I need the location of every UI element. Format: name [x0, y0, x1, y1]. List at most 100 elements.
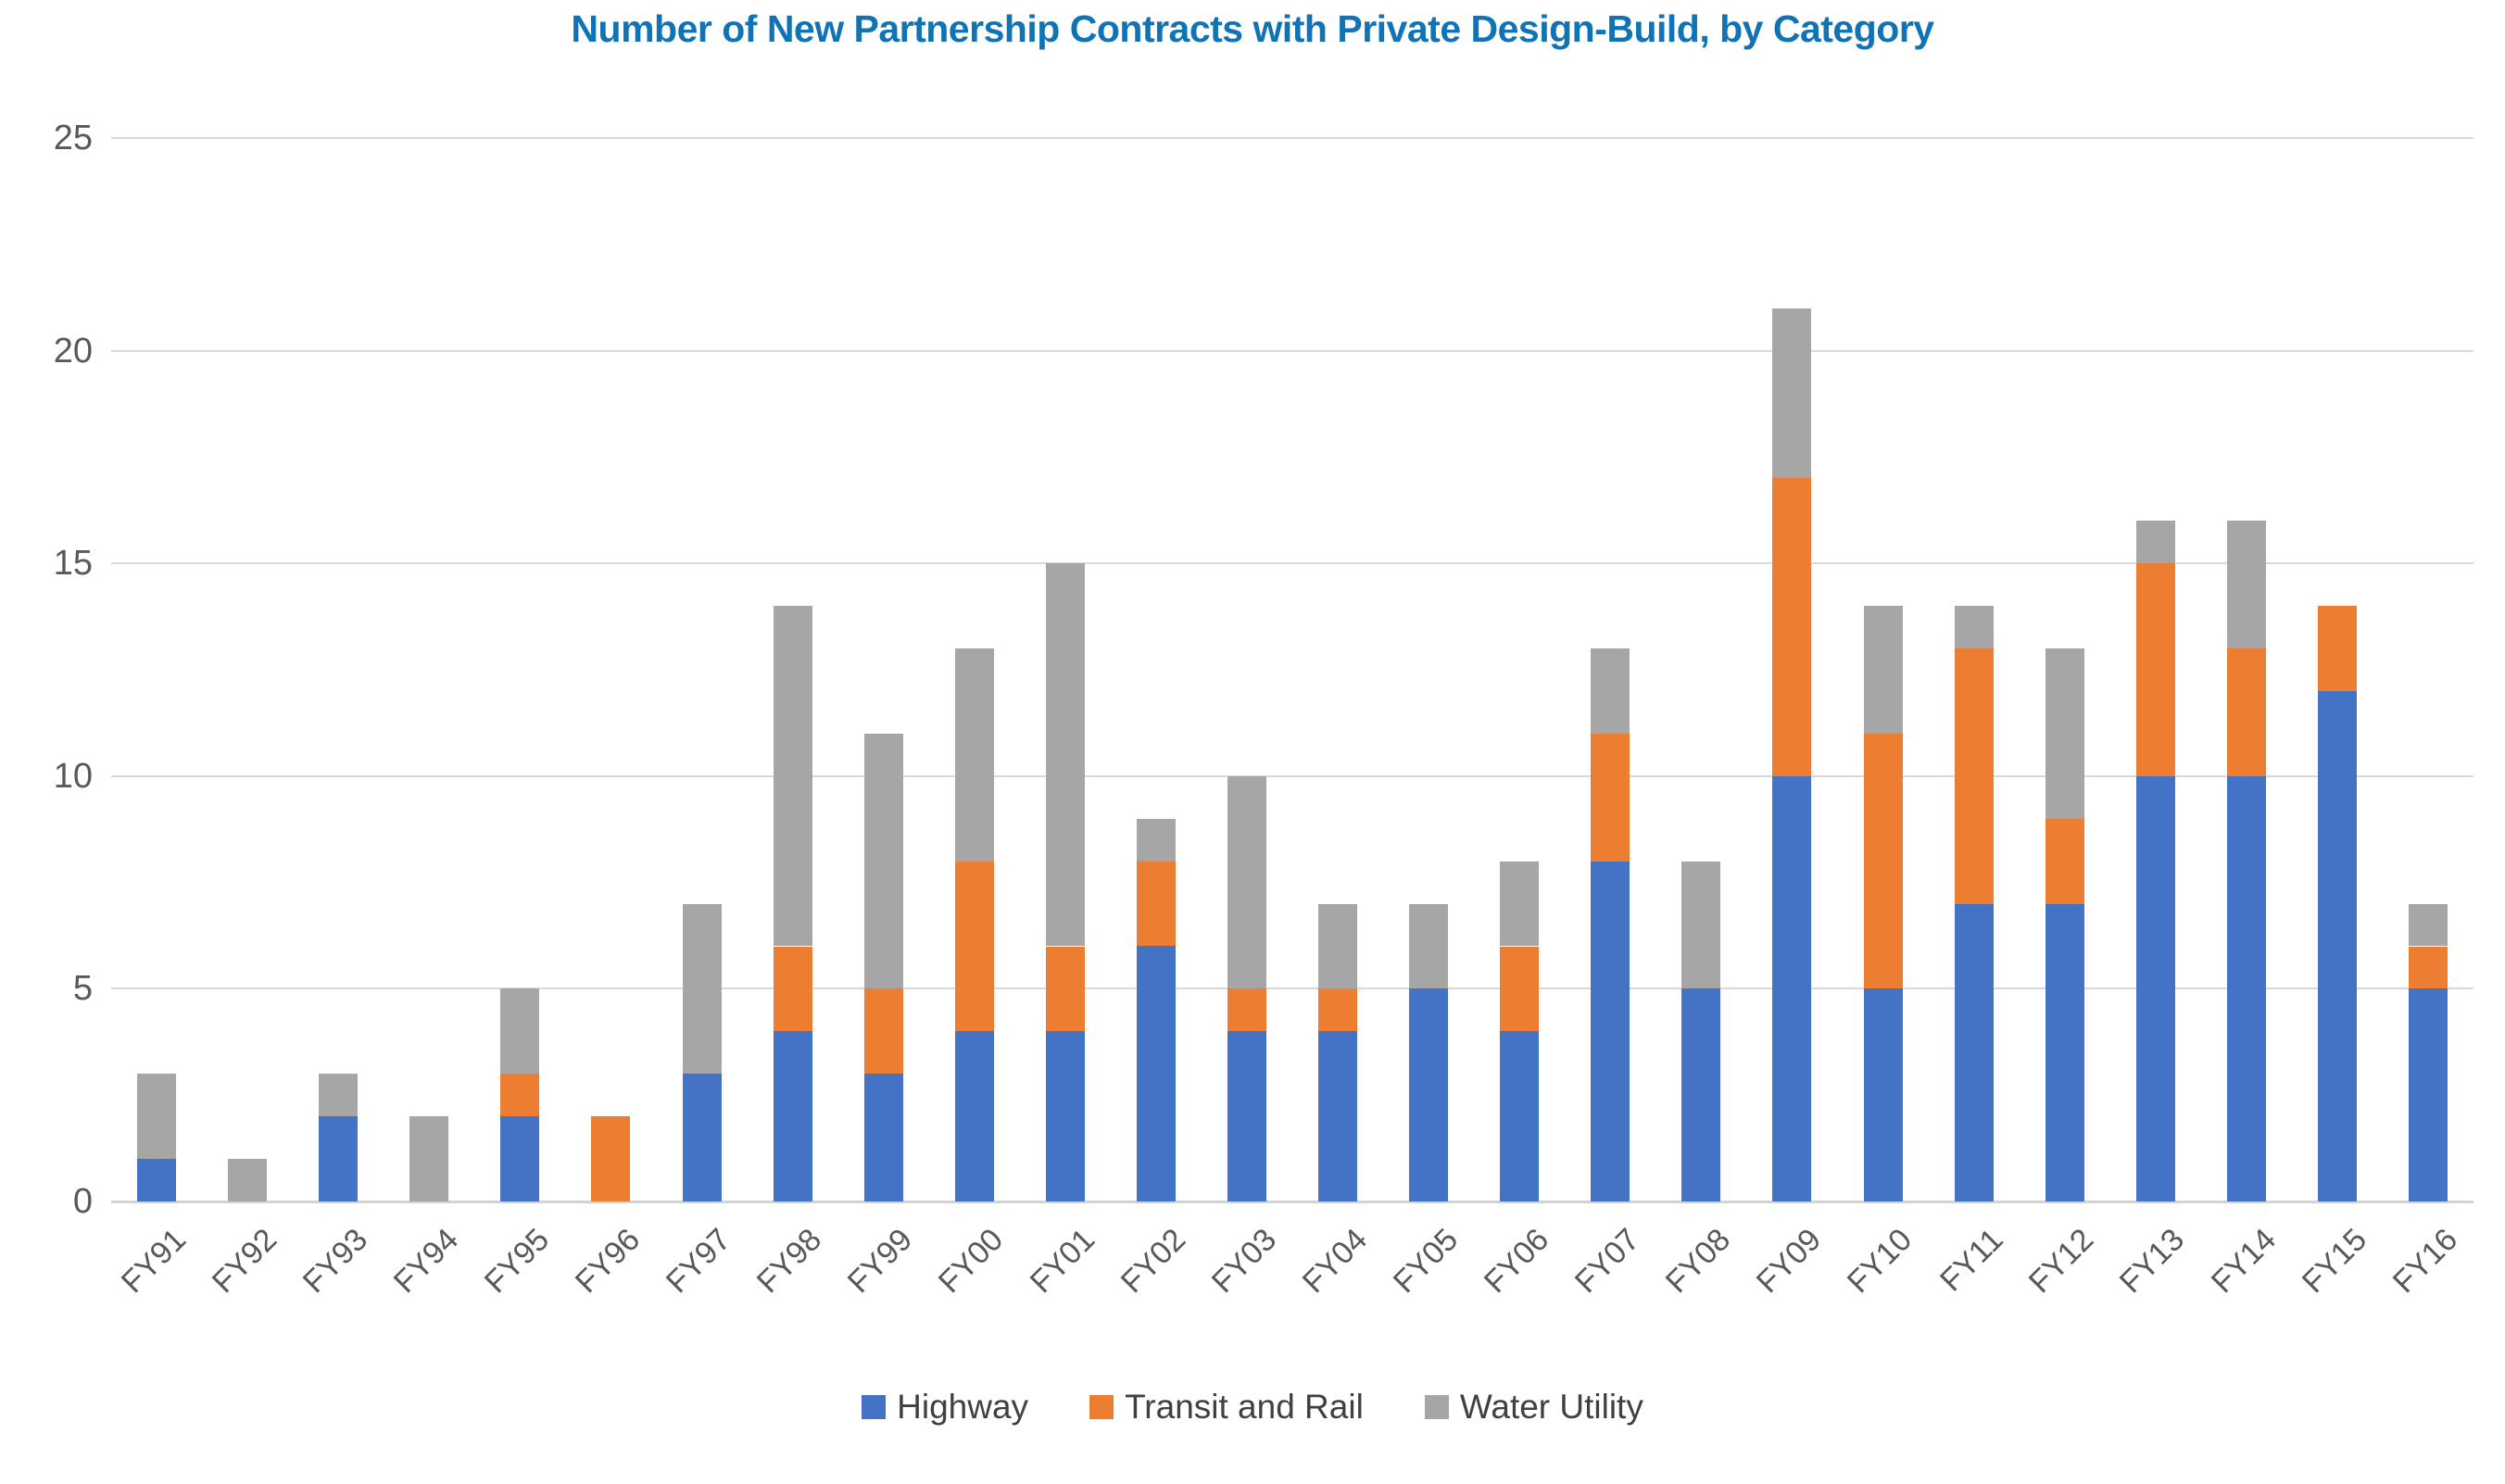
bar-stack-fy12	[2045, 648, 2084, 1201]
legend-swatch-icon	[1089, 1395, 1114, 1419]
legend-swatch-icon	[862, 1395, 887, 1419]
x-axis-tick-label-fy08: FY08	[1658, 1222, 1738, 1301]
bar-stack-fy09	[1772, 308, 1812, 1201]
bar-segment-fy10-highway	[1863, 988, 1903, 1201]
chart-title: Number of New Partnership Contracts with…	[571, 7, 1934, 50]
bar-segment-fy93-water-utility	[319, 1074, 359, 1117]
bar-segment-fy13-transit-and-rail	[2135, 563, 2175, 776]
y-axis-tick-label: 15	[53, 544, 93, 584]
bar-segment-fy10-transit-and-rail	[1863, 733, 1903, 989]
bar-segment-fy09-transit-and-rail	[1772, 478, 1812, 776]
x-axis-tick-label-fy06: FY06	[1477, 1222, 1556, 1301]
bar-segment-fy08-water-utility	[1681, 861, 1721, 989]
bar-segment-fy11-highway	[1954, 903, 1994, 1201]
bar-stack-fy94	[409, 1116, 449, 1201]
bar-segment-fy15-transit-and-rail	[2317, 606, 2357, 691]
bar-segment-fy91-water-utility	[137, 1074, 177, 1160]
bar-segment-fy12-transit-and-rail	[2045, 818, 2084, 904]
bar-segment-fy04-highway	[1318, 1031, 1358, 1201]
bar-segment-fy14-water-utility	[2226, 521, 2266, 649]
bar-segment-fy08-highway	[1681, 988, 1721, 1201]
x-axis-tick-label-fy10: FY10	[1841, 1222, 1920, 1301]
gridline-y-10	[111, 774, 2474, 777]
x-axis-tick-label-fy09: FY09	[1749, 1222, 1829, 1301]
bar-segment-fy97-highway	[682, 1074, 722, 1201]
x-axis-tick-label-fy96: FY96	[568, 1222, 648, 1301]
bar-segment-fy92-water-utility	[228, 1159, 268, 1201]
legend-label: Highway	[897, 1388, 1029, 1426]
bar-segment-fy10-water-utility	[1863, 606, 1903, 734]
bar-segment-fy04-transit-and-rail	[1318, 988, 1358, 1032]
bar-stack-fy14	[2226, 521, 2266, 1201]
x-axis-tick-label-fy14: FY14	[2204, 1222, 2283, 1301]
bar-stack-fy91	[137, 1074, 177, 1201]
legend-label: Water Utility	[1459, 1388, 1643, 1426]
bar-stack-fy15	[2317, 606, 2357, 1201]
bar-segment-fy15-highway	[2317, 690, 2357, 1201]
gridline-y-5	[111, 987, 2474, 990]
legend-label: Transit and Rail	[1125, 1388, 1364, 1426]
x-axis-tick-label-fy12: FY12	[2022, 1222, 2101, 1301]
bar-segment-fy14-highway	[2226, 775, 2266, 1201]
bar-segment-fy02-water-utility	[1136, 818, 1176, 861]
bar-segment-fy02-transit-and-rail	[1136, 861, 1176, 947]
bar-segment-fy95-highway	[500, 1116, 540, 1201]
legend-item-water-utility: Water Utility	[1424, 1388, 1643, 1427]
bar-stack-fy11	[1954, 606, 1994, 1201]
bar-segment-fy03-highway	[1227, 1031, 1266, 1201]
bar-stack-fy10	[1863, 606, 1903, 1201]
bar-segment-fy00-highway	[954, 1031, 994, 1201]
gridline-y-0	[111, 1201, 2474, 1203]
bar-segment-fy12-highway	[2045, 903, 2084, 1201]
bar-segment-fy94-water-utility	[409, 1116, 449, 1201]
bar-segment-fy16-highway	[2408, 988, 2448, 1201]
bar-stack-fy04	[1318, 903, 1358, 1201]
bar-segment-fy96-transit-and-rail	[591, 1116, 631, 1201]
bar-segment-fy11-water-utility	[1954, 606, 1994, 649]
bar-stack-fy16	[2408, 903, 2448, 1201]
gridline-y-25	[111, 137, 2474, 139]
bar-segment-fy95-water-utility	[500, 988, 540, 1075]
bar-stack-fy07	[1591, 648, 1630, 1201]
bar-segment-fy07-water-utility	[1591, 648, 1630, 734]
bar-segment-fy11-transit-and-rail	[1954, 648, 1994, 904]
x-axis-tick-label-fy03: FY03	[1204, 1222, 1283, 1301]
bar-stack-fy05	[1409, 903, 1449, 1201]
x-axis-tick-label-fy02: FY02	[1114, 1222, 1192, 1301]
x-axis-tick-label-fy07: FY07	[1567, 1222, 1647, 1301]
bar-stack-fy93	[319, 1074, 359, 1201]
bar-segment-fy05-highway	[1409, 988, 1449, 1201]
bar-stack-fy01	[1045, 563, 1085, 1201]
bar-segment-fy14-transit-and-rail	[2226, 648, 2266, 776]
bar-stack-fy02	[1136, 818, 1176, 1201]
bar-segment-fy99-transit-and-rail	[863, 988, 903, 1075]
legend-swatch-icon	[1424, 1395, 1449, 1419]
bar-segment-fy01-highway	[1045, 1031, 1085, 1201]
bar-segment-fy01-transit-and-rail	[1045, 946, 1085, 1032]
bar-stack-fy13	[2135, 521, 2175, 1201]
x-axis-tick-label-fy15: FY15	[2295, 1222, 2373, 1301]
bar-segment-fy98-water-utility	[773, 606, 812, 947]
x-axis-tick-label-fy13: FY13	[2113, 1222, 2192, 1301]
x-axis-tick-label-fy92: FY92	[205, 1222, 283, 1301]
chart-legend: Highway Transit and Rail Water Utility	[0, 1388, 2505, 1427]
bar-segment-fy00-water-utility	[954, 648, 994, 861]
x-axis-tick-label-fy11: FY11	[1932, 1222, 2010, 1299]
x-axis-tick-label-fy05: FY05	[1386, 1222, 1465, 1301]
y-axis-tick-label: 10	[53, 756, 93, 796]
bar-stack-fy97	[682, 903, 722, 1201]
x-axis-tick-label-fy16: FY16	[2385, 1222, 2464, 1301]
x-axis-tick-label-fy99: FY99	[841, 1222, 920, 1301]
bar-segment-fy06-highway	[1500, 1031, 1540, 1201]
legend-item-highway: Highway	[862, 1388, 1028, 1427]
x-axis-tick-label-fy91: FY91	[114, 1222, 193, 1301]
x-axis-tick-label-fy94: FY94	[386, 1222, 466, 1301]
bar-segment-fy09-water-utility	[1772, 308, 1812, 479]
x-axis-tick-label-fy95: FY95	[477, 1222, 557, 1301]
bar-segment-fy03-transit-and-rail	[1227, 988, 1266, 1032]
bar-segment-fy01-water-utility	[1045, 563, 1085, 947]
bar-segment-fy12-water-utility	[2045, 648, 2084, 819]
bar-segment-fy06-water-utility	[1500, 861, 1540, 947]
bar-segment-fy13-water-utility	[2135, 521, 2175, 564]
